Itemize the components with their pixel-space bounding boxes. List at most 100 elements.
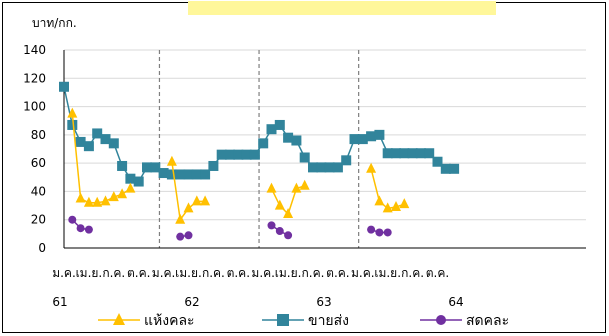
legend-item: แห้งคละ <box>98 313 195 329</box>
data-point <box>166 155 177 166</box>
data-point <box>175 213 186 224</box>
x-tick-label: ต.ค. <box>227 266 250 280</box>
data-point <box>324 162 335 173</box>
legend-item: ขายส่ง <box>262 313 349 329</box>
series-group <box>59 81 460 241</box>
data-point <box>133 176 144 187</box>
x-tick-label: เม.ย. <box>175 266 202 280</box>
data-point <box>366 162 377 173</box>
legend: แห้งคละ ขายส่ง สดคละ <box>98 313 509 329</box>
y-tick-labels: 0 20 40 60 80 100 120 140 <box>23 43 46 255</box>
data-point <box>266 124 277 135</box>
data-point <box>108 138 119 149</box>
x-tick-label: ต.ค. <box>326 266 349 280</box>
data-point <box>241 149 252 160</box>
data-point <box>92 128 103 139</box>
x-tick-label: ก.ค. <box>102 266 125 280</box>
data-point <box>200 195 211 206</box>
data-point <box>391 200 401 211</box>
data-point <box>233 149 244 160</box>
data-point <box>258 138 269 149</box>
x-tick-label: ก.ค. <box>202 266 225 280</box>
x-tick-label: ต.ค. <box>426 266 449 280</box>
data-point <box>415 148 426 159</box>
data-point <box>200 169 211 180</box>
data-point <box>100 134 111 145</box>
data-point <box>382 148 393 159</box>
x-tick-label: เม.ย. <box>76 266 103 280</box>
data-point <box>113 313 125 325</box>
data-point <box>225 149 235 160</box>
data-point <box>184 231 193 240</box>
data-point <box>249 149 260 160</box>
year-label: 64 <box>448 295 463 309</box>
x-tick-label: เม.ย. <box>275 266 302 280</box>
data-point <box>366 131 377 142</box>
data-point <box>92 196 103 207</box>
y-tick-label: 60 <box>31 156 46 170</box>
data-point <box>383 228 392 237</box>
data-point <box>83 141 94 152</box>
title-highlight <box>188 1 496 15</box>
data-point <box>349 134 360 145</box>
legend-label: ขายส่ง <box>308 313 349 329</box>
data-point <box>357 134 368 145</box>
x-tick-label: ก.ค. <box>302 266 325 280</box>
data-point <box>399 148 410 159</box>
data-point <box>191 169 202 180</box>
axes <box>63 50 586 249</box>
data-point <box>274 199 285 210</box>
data-point <box>284 231 293 240</box>
data-point <box>399 198 410 209</box>
data-point <box>283 208 294 219</box>
x-tick-label: ม.ค. <box>351 266 375 280</box>
data-point <box>216 149 227 160</box>
y-tick-label: 40 <box>31 184 46 198</box>
data-point <box>142 162 152 173</box>
legend-item: สดคละ <box>420 313 509 329</box>
data-point <box>68 215 77 224</box>
data-point <box>117 160 128 171</box>
data-point <box>67 107 78 118</box>
data-point <box>407 148 418 159</box>
data-point <box>277 314 289 326</box>
data-point <box>84 225 93 234</box>
data-point <box>436 315 446 325</box>
legend-label: สดคละ <box>466 313 509 329</box>
data-point <box>375 228 384 237</box>
data-point <box>432 156 443 167</box>
data-point <box>176 232 185 241</box>
y-tick-label: 100 <box>23 100 46 114</box>
data-point <box>424 148 435 159</box>
year-label: 62 <box>184 295 199 309</box>
data-point <box>117 188 128 199</box>
y-tick-label: 140 <box>23 43 46 57</box>
data-point <box>175 169 186 180</box>
data-point <box>374 195 385 206</box>
y-tick-label: 120 <box>23 71 46 85</box>
data-point <box>208 160 219 171</box>
data-point <box>83 196 94 207</box>
data-point <box>266 182 277 193</box>
data-point <box>191 195 202 206</box>
data-point <box>341 155 352 166</box>
x-tick-label: ต.ค. <box>127 266 150 280</box>
legend-label: แห้งคละ <box>144 313 195 329</box>
data-point <box>75 136 86 147</box>
data-point <box>67 119 78 130</box>
y-tick-label: 0 <box>38 241 46 255</box>
data-point <box>332 162 343 173</box>
data-point <box>367 225 376 234</box>
data-point <box>158 168 169 179</box>
x-tick-label: ม.ค. <box>52 266 76 280</box>
data-point <box>150 162 161 173</box>
y-tick-label: 20 <box>31 213 46 227</box>
x-tick-labels: ม.ค. เม.ย. ก.ค. ต.ค. ม.ค. เม.ย. ก.ค. ต.ค. ม.ค. เม… <box>52 266 449 280</box>
data-point <box>299 179 310 190</box>
x-tick-label: ม.ค. <box>152 266 176 280</box>
data-point <box>59 81 69 92</box>
data-point <box>76 224 85 233</box>
data-point <box>125 182 136 193</box>
data-point <box>382 202 393 213</box>
data-point <box>166 169 177 180</box>
